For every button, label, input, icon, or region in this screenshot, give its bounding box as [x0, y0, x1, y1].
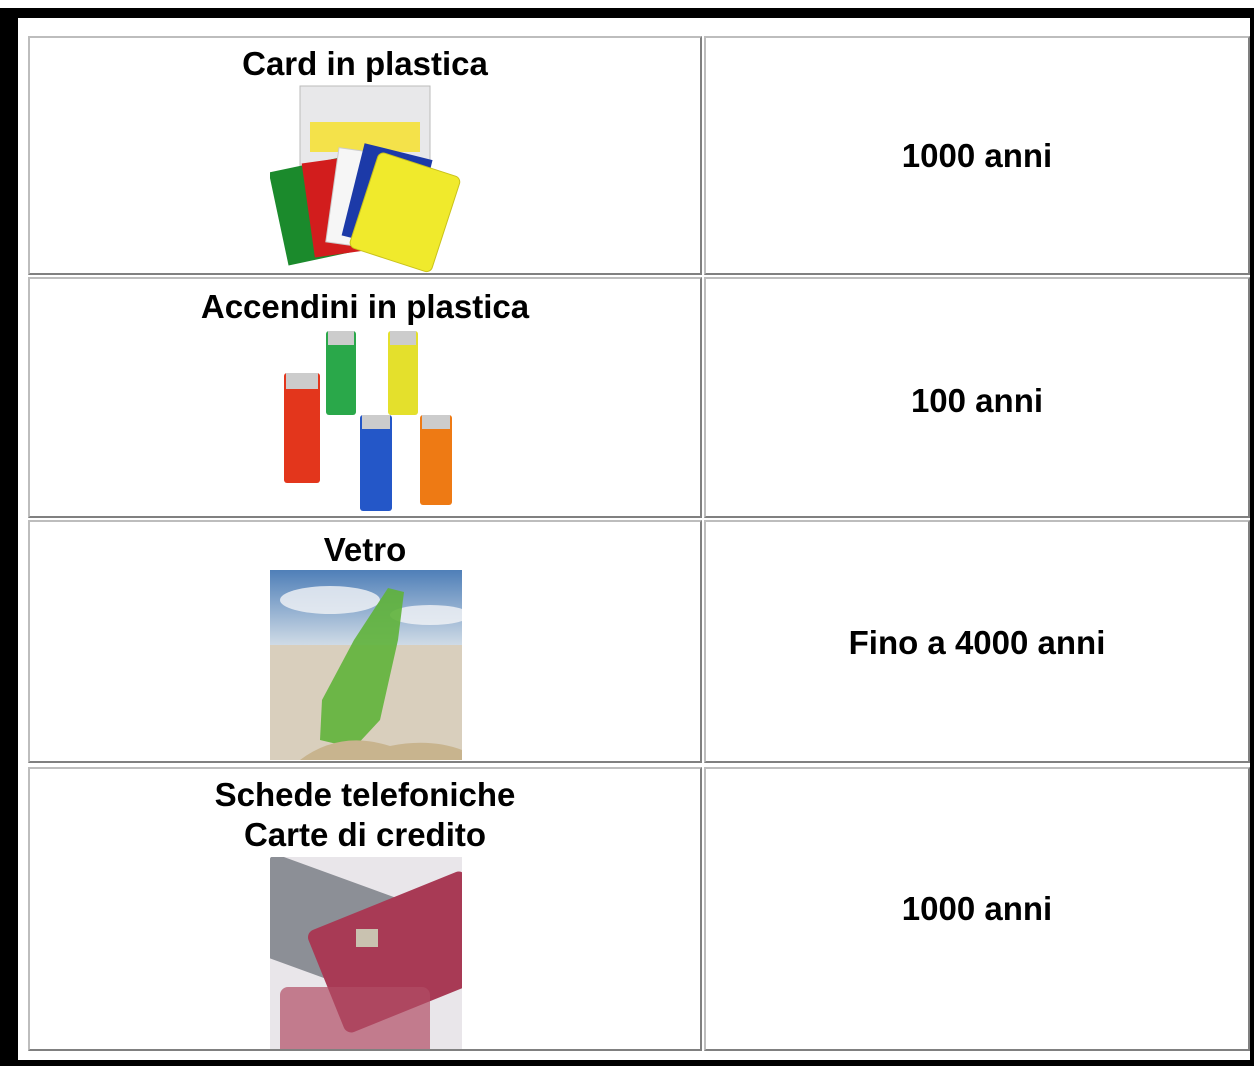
credit-cards-image [270, 857, 462, 1049]
item-cell: Card in plastica [28, 36, 702, 275]
duration-cell: 100 anni [704, 277, 1250, 518]
table-frame [0, 8, 1254, 1066]
lighters-image [284, 331, 452, 511]
duration-label: 1000 anni [901, 890, 1053, 927]
duration-cell: 1000 anni [704, 767, 1250, 1051]
duration-cell: Fino a 4000 anni [704, 520, 1250, 763]
item-label: Carte di credito [243, 816, 487, 853]
item-cell: Accendini in plastica [28, 277, 702, 518]
item-cell: Vetro [28, 520, 702, 763]
item-label: Schede telefoniche [214, 776, 516, 813]
duration-label: 100 anni [910, 382, 1044, 419]
item-label: Accendini in plastica [200, 288, 530, 325]
duration-label: Fino a 4000 anni [848, 624, 1106, 661]
bottle-image [270, 570, 462, 760]
cards-image [270, 85, 461, 273]
duration-label: 1000 anni [901, 137, 1053, 174]
item-label: Card in plastica [242, 45, 488, 82]
item-label: Vetro [323, 531, 407, 568]
duration-cell: 1000 anni [704, 36, 1250, 275]
item-cell: Schede telefoniche Carte di credito [28, 767, 702, 1051]
